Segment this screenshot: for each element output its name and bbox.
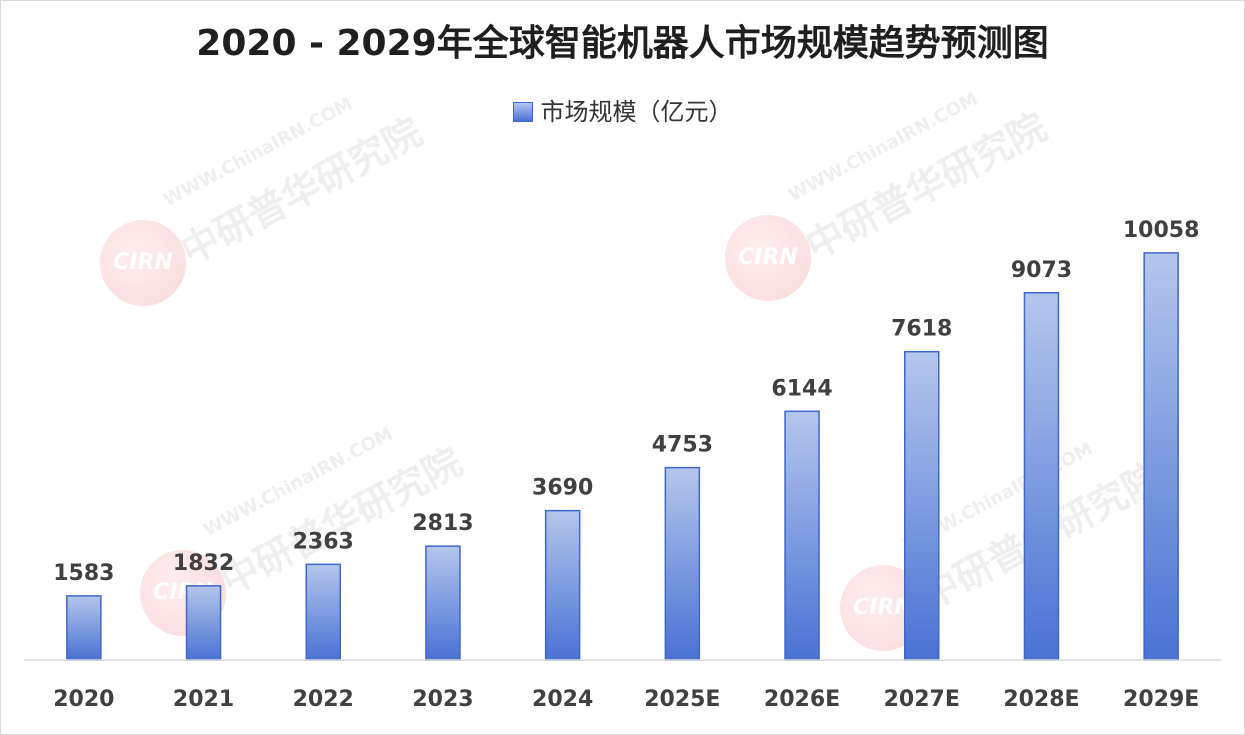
x-tick-2026E: 2026E <box>764 687 840 712</box>
bar-2024 <box>544 509 581 661</box>
bar-2028E <box>1023 292 1060 661</box>
value-label-2028E: 9073 <box>1011 258 1072 283</box>
chart-legend: 市场规模（亿元） <box>0 92 1245 127</box>
value-label-2027E: 7618 <box>891 317 952 342</box>
bar-2025E <box>664 466 701 661</box>
bar-2023 <box>425 545 461 661</box>
x-tick-2023: 2023 <box>412 687 473 712</box>
value-label-2023: 2813 <box>412 511 473 536</box>
chart-title: 2020 - 2029年全球智能机器人市场规模趋势预测图 <box>196 23 1049 64</box>
bar-2020 <box>66 595 102 661</box>
value-label-2024: 3690 <box>532 476 593 501</box>
x-tick-2020: 2020 <box>53 687 114 712</box>
x-tick-2025E: 2025E <box>644 687 720 712</box>
x-tick-2027E: 2027E <box>884 687 960 712</box>
x-tick-2024: 2024 <box>532 687 593 712</box>
value-label-2025E: 4753 <box>652 433 713 458</box>
bar-2026E <box>784 410 820 661</box>
x-tick-2022: 2022 <box>293 687 354 712</box>
value-label-2029E: 10058 <box>1123 218 1200 243</box>
legend-label: 市场规模（亿元） <box>540 98 733 126</box>
bar-2029E <box>1143 252 1179 661</box>
x-tick-2028E: 2028E <box>1003 687 1079 712</box>
bar-2022 <box>305 563 341 661</box>
x-tick-2029E: 2029E <box>1123 687 1199 712</box>
bar-2021 <box>185 585 222 661</box>
legend-swatch <box>512 102 533 122</box>
x-tick-2021: 2021 <box>173 687 234 712</box>
bar-2027E <box>904 350 940 661</box>
value-label-2021: 1832 <box>173 551 234 576</box>
value-label-2026E: 6144 <box>771 376 832 401</box>
value-label-2020: 1583 <box>53 561 114 586</box>
value-label-2022: 2363 <box>293 529 354 554</box>
